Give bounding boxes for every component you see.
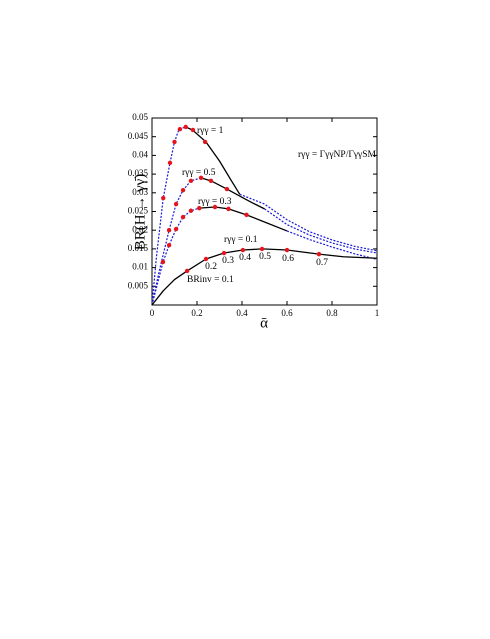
x-tick-label: 0.6	[281, 308, 293, 318]
annotation: 0.6	[282, 254, 294, 264]
data-point	[244, 212, 249, 218]
annotation: rγγ = 0.1	[224, 235, 258, 245]
x-axis-label: ᾱ	[260, 315, 268, 331]
annotation: 0.7	[316, 258, 328, 268]
y-tick-label: 0.035	[128, 168, 149, 178]
dashed-curve	[151, 126, 186, 306]
dashed-curve	[151, 177, 202, 306]
data-point	[284, 247, 290, 253]
data-point	[259, 246, 265, 252]
data-point	[166, 242, 172, 248]
solid-curve	[151, 248, 378, 306]
data-point	[180, 214, 186, 220]
annotation: rγγ = ΓγγNP/ΓγγSM	[298, 150, 377, 160]
x-tick-label: 0.4	[236, 308, 248, 318]
y-tick-label: 0.025	[128, 206, 149, 216]
data-point	[180, 187, 186, 193]
x-tick-label: 1	[375, 308, 380, 318]
data-point	[221, 250, 227, 256]
data-point	[172, 139, 177, 145]
data-point	[212, 204, 218, 210]
y-tick-label: 0.01	[132, 262, 148, 272]
data-point	[183, 124, 188, 130]
solid-curve	[199, 206, 288, 232]
data-point	[202, 139, 208, 145]
data-point	[316, 251, 322, 257]
data-point	[203, 256, 209, 262]
data-point	[188, 178, 194, 184]
y-tick-label: 0.045	[128, 131, 149, 141]
data-point	[208, 178, 214, 184]
y-tick-label: 0.04	[132, 149, 148, 159]
x-tick-label: 0.8	[326, 308, 338, 318]
dashed-curve	[239, 193, 378, 252]
data-point	[160, 259, 166, 265]
annotation: rγγ = 0.3	[198, 197, 232, 207]
data-point	[197, 205, 202, 211]
data-point	[173, 201, 179, 207]
annotation: 0.5	[259, 252, 271, 262]
data-point	[184, 268, 190, 274]
data-point	[226, 206, 231, 212]
y-tick-label: 0.03	[132, 187, 148, 197]
dashed-curve	[151, 207, 200, 306]
y-tick-label: 0.015	[128, 243, 149, 253]
data-point	[166, 228, 172, 233]
annotation: 0.2	[205, 262, 217, 272]
data-point	[167, 160, 173, 166]
annotation: BRinv = 0.1	[187, 275, 234, 285]
solid-curve	[185, 126, 241, 195]
plot-frame	[151, 117, 378, 306]
y-tick-label: 0.005	[128, 280, 149, 290]
data-point	[198, 175, 204, 181]
y-tick-label: 0.05	[132, 112, 148, 122]
data-point	[190, 127, 196, 133]
data-point	[188, 208, 194, 213]
y-axis-label: BR(H → γγ̄)	[132, 174, 148, 251]
data-point	[224, 186, 230, 192]
y-tick-label: 0.02	[132, 224, 148, 234]
data-point	[173, 226, 179, 232]
annotation: rγγ = 1	[197, 126, 224, 136]
data-point	[240, 247, 246, 253]
dashed-curve	[264, 208, 378, 254]
annotation: rγγ = 0.5	[182, 168, 216, 178]
annotation: 0.4	[239, 253, 251, 263]
x-tick-label: 0.2	[191, 308, 202, 318]
data-point	[161, 195, 166, 201]
annotation: 0.3	[222, 256, 234, 266]
data-point	[177, 127, 183, 132]
x-tick-label: 0	[150, 308, 155, 318]
